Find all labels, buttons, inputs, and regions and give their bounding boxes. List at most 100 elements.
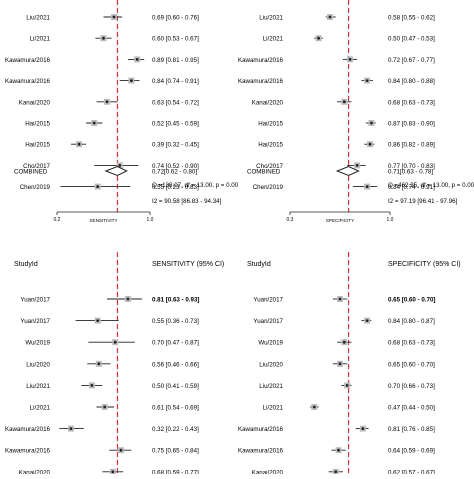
p1-study-label-3: Kawamura/2016 — [5, 78, 51, 85]
p1-study-label-4: Kanai/2020 — [19, 99, 51, 106]
p2-study-label-7: Cho/2017 — [256, 163, 283, 170]
p2-study-label-5: Hai/2015 — [258, 121, 283, 128]
p4-point-estimate-1 — [365, 319, 369, 322]
p2-point-estimate-3 — [365, 79, 369, 82]
p3-point-estimate-7 — [119, 448, 123, 452]
p4-ci-text-2: 0.68 [0.63 - 0.73] — [388, 340, 435, 347]
p2-combined-ci-text: 0.71[0.63 - 0.78] — [388, 169, 433, 176]
p3-point-estimate-0 — [126, 297, 130, 301]
p2-point-estimate-6 — [368, 142, 372, 146]
p4-point-estimate-5 — [312, 405, 316, 409]
p4-point-estimate-7 — [337, 448, 340, 452]
p2-study-label-0: Liu/2021 — [259, 15, 283, 22]
p2-ci-text-5: 0.87 [0.83 - 0.90] — [388, 121, 435, 128]
p2-study-label-3: Kawamura/2016 — [238, 78, 284, 85]
p2-study-label-2: Kawamura/2016 — [238, 57, 284, 64]
p4-header-study: StudyId — [247, 261, 271, 268]
p3-ci-text-1: 0.55 [0.36 - 0.73] — [152, 318, 199, 325]
p1-combined-ci-text: 0.72[0.62 - 0.80] — [152, 169, 197, 176]
p1-heterogeneity-i2: I2 = 90.58 [86.83 - 94.34] — [152, 198, 222, 205]
p1-combined-diamond — [104, 165, 128, 177]
p1-ci-text-6: 0.39 [0.32 - 0.45] — [152, 142, 199, 149]
p3-point-estimate-3 — [97, 362, 101, 366]
p1-ci-text-3: 0.84 [0.74 - 0.91] — [152, 78, 199, 85]
p1-ci-text-2: 0.89 [0.81 - 0.95] — [152, 57, 199, 64]
p1-point-estimate-0 — [112, 15, 116, 19]
p2-study-label-4: Kanai/2020 — [252, 99, 284, 106]
p3-ci-text-4: 0.50 [0.41 - 0.59] — [152, 383, 199, 390]
p4-study-label-3: Liu/2020 — [259, 361, 283, 368]
p4-ci-text-6: 0.81 [0.76 - 0.85] — [388, 426, 435, 433]
p4-study-label-8: Kanai/2020 — [252, 469, 284, 474]
p1-x-tick-label-0: 0.2 — [54, 217, 61, 223]
p3-study-label-0: Yuan/2017 — [20, 297, 50, 304]
p1-study-label-8: Chen/2019 — [20, 184, 51, 191]
p3-study-label-3: Liu/2020 — [26, 361, 50, 368]
p2-ci-text-7: 0.77 [0.70 - 0.83] — [388, 163, 435, 170]
p2-ci-text-1: 0.50 [0.47 - 0.53] — [388, 36, 435, 43]
p2-ci-text-6: 0.86 [0.82 - 0.89] — [388, 142, 435, 149]
p3-study-label-7: Kawamura/2016 — [5, 448, 51, 455]
p2-heterogeneity-q: Q =462.35, df = 13.00, p = 0.00 — [388, 182, 474, 189]
p4-study-label-2: Wu/2019 — [258, 340, 283, 347]
p2-point-estimate-7 — [355, 164, 359, 167]
p4-ci-text-0: 0.65 [0.60 - 0.70] — [388, 297, 435, 304]
p3-ci-text-2: 0.70 [0.47 - 0.87] — [152, 340, 199, 347]
p2-x-axis-label: SPECIFICITY — [326, 218, 354, 223]
p1-point-estimate-3 — [130, 79, 133, 82]
p1-point-estimate-4 — [105, 100, 109, 104]
p2-ci-text-3: 0.84 [0.80 - 0.88] — [388, 78, 435, 85]
p4-header-ci: SPECIFICITY (95% CI) — [388, 261, 461, 268]
p1-heterogeneity-q: Q =138.07, df = 13.00, p = 0.00 — [152, 182, 239, 189]
p1-study-label-7: Cho/2017 — [23, 163, 50, 170]
p3-study-label-6: Kawamura/2016 — [5, 426, 51, 433]
p3-study-label-5: Li/2021 — [30, 405, 51, 412]
p4-point-estimate-6 — [361, 427, 365, 430]
p3-ci-text-5: 0.61 [0.54 - 0.69] — [152, 405, 199, 412]
p3-study-label-8: Kanai/2020 — [19, 469, 51, 474]
p1-ci-text-4: 0.63 [0.54 - 0.72] — [152, 99, 199, 106]
p4-ci-text-8: 0.62 [0.57 - 0.67] — [388, 469, 435, 474]
p2-ci-text-4: 0.68 [0.63 - 0.73] — [388, 99, 435, 106]
p2-x-tick-label-0: 0.3 — [287, 217, 294, 223]
p1-study-label-0: Liu/2021 — [26, 15, 50, 22]
p4-point-estimate-2 — [342, 340, 346, 344]
p1-x-tick-label-1: 1.0 — [147, 217, 154, 223]
p3-study-label-2: Wu/2019 — [25, 340, 50, 347]
p1-ci-text-8: 0.55 [0.23 - 0.83] — [152, 184, 199, 191]
p3-ci-text-8: 0.68 [0.59 - 0.77] — [152, 469, 199, 474]
p2-ci-text-0: 0.58 [0.55 - 0.62] — [388, 15, 435, 22]
p1-study-label-1: Li/2021 — [30, 36, 51, 43]
p3-point-estimate-4 — [90, 384, 94, 387]
p2-point-estimate-4 — [342, 100, 346, 104]
p3-point-estimate-2 — [113, 340, 117, 344]
p1-x-axis-label: SENSITIVITY — [89, 218, 117, 223]
p2-ci-text-8: 0.84 [0.74 - 0.91] — [388, 184, 435, 191]
p1-study-label-2: Kawamura/2016 — [5, 57, 51, 64]
p3-ci-text-6: 0.32 [0.22 - 0.43] — [152, 426, 199, 433]
p4-study-label-5: Li/2021 — [263, 405, 284, 412]
p1-point-estimate-6 — [77, 142, 81, 146]
p2-study-label-8: Chen/2019 — [253, 184, 284, 191]
p3-ci-text-0: 0.81 [0.63 - 0.93] — [152, 297, 199, 304]
p4-ci-text-4: 0.70 [0.66 - 0.73] — [388, 383, 435, 390]
p4-point-estimate-8 — [334, 470, 338, 474]
p4-ci-text-7: 0.64 [0.59 - 0.69] — [388, 448, 435, 455]
p1-ci-text-7: 0.74 [0.52 - 0.90] — [152, 163, 199, 170]
p1-ci-text-0: 0.69 [0.60 - 0.76] — [152, 15, 199, 22]
p2-study-label-1: Li/2021 — [263, 36, 284, 43]
p1-point-estimate-5 — [92, 121, 96, 125]
p4-ci-text-3: 0.65 [0.60 - 0.70] — [388, 361, 435, 368]
p2-point-estimate-0 — [328, 15, 332, 19]
p1-point-estimate-1 — [102, 36, 105, 40]
p1-study-label-6: Hai/2015 — [25, 142, 50, 149]
p4-study-label-1: Yuan/2017 — [253, 318, 283, 325]
p1-study-label-5: Hai/2015 — [25, 121, 50, 128]
p3-study-label-4: Liu/2021 — [26, 383, 50, 390]
p1-point-estimate-8 — [96, 185, 100, 189]
p2-point-estimate-5 — [370, 121, 373, 125]
p2-combined-label: COMBINED — [247, 169, 281, 176]
p4-point-estimate-3 — [338, 362, 342, 366]
